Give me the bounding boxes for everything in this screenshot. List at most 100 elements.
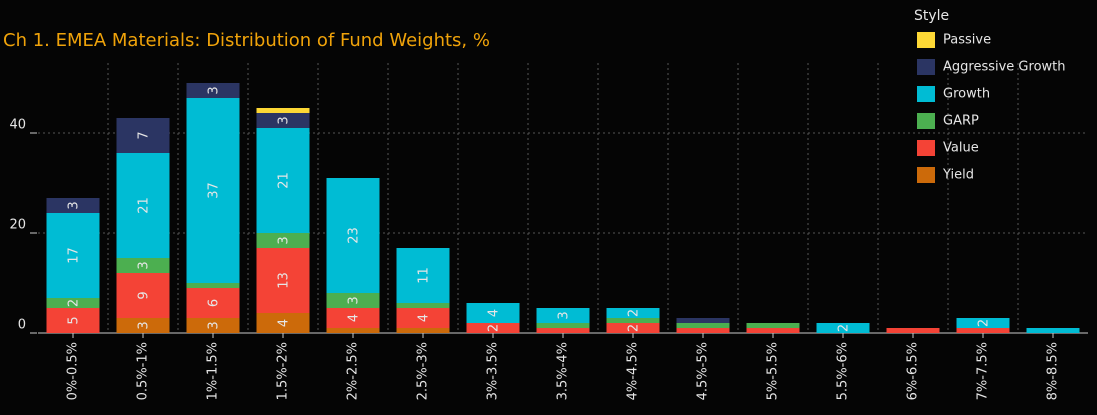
data-label: 23	[347, 227, 362, 244]
bar-segment	[326, 293, 380, 308]
bar-segment	[46, 298, 100, 308]
chart-title: Ch 1. EMEA Materials: Distribution of Fu…	[3, 30, 490, 51]
data-label: 17	[67, 247, 82, 264]
data-label: 5	[67, 316, 82, 324]
data-label: 3	[207, 86, 222, 94]
bar-segment	[186, 283, 240, 288]
data-label: 21	[137, 197, 152, 214]
data-label: 2	[837, 324, 852, 332]
bar-segment	[816, 323, 870, 333]
bar-segment	[466, 303, 520, 323]
data-label: 21	[277, 172, 292, 189]
data-label: 3	[207, 321, 222, 329]
data-label: 7	[137, 131, 152, 139]
legend-swatch	[917, 59, 935, 75]
bar-segment	[116, 258, 170, 273]
bar-segment	[256, 128, 310, 233]
legend-label: GARP	[943, 114, 979, 129]
bar-segment	[606, 308, 660, 318]
bar-segment	[186, 98, 240, 283]
bar-segment	[746, 328, 800, 333]
legend-label: Aggressive Growth	[943, 60, 1066, 75]
data-label: 2	[627, 324, 642, 332]
bar-segment	[256, 113, 310, 128]
data-label: 4	[487, 309, 502, 317]
bar-segment	[466, 323, 520, 333]
bar-segment	[396, 328, 450, 333]
bar-segment	[396, 303, 450, 308]
bar-segment	[956, 328, 1010, 333]
data-label: 3	[557, 311, 572, 319]
bar-segment	[256, 233, 310, 248]
data-label: 6	[207, 299, 222, 307]
data-label: 3	[137, 321, 152, 329]
bar-segment	[676, 323, 730, 328]
bar-segment	[676, 318, 730, 323]
x-tick-label: 3%-3.5%	[486, 342, 501, 400]
bar-segment	[606, 318, 660, 323]
data-label: 3	[277, 116, 292, 124]
legend-swatch	[917, 167, 935, 183]
x-tick-label: 7%-7.5%	[976, 342, 991, 400]
bar-segment	[186, 83, 240, 98]
bar-segment	[956, 318, 1010, 328]
legend-swatch	[917, 32, 935, 48]
data-label: 37	[207, 182, 222, 199]
legend-label: Value	[943, 141, 979, 156]
bar-segment	[606, 323, 660, 333]
x-tick-label: 0%-0.5%	[66, 342, 81, 400]
x-tick-label: 6%-6.5%	[906, 342, 921, 400]
legend-label: Passive	[943, 33, 991, 48]
bar-segment	[326, 178, 380, 293]
legend-title: Style	[914, 8, 949, 24]
x-tick-label: 4%-4.5%	[626, 342, 641, 400]
y-tick-label: 40	[9, 118, 26, 133]
x-tick-label: 2.5%-3%	[416, 342, 431, 400]
bar-segment	[746, 323, 800, 328]
bar-segment	[536, 323, 590, 328]
x-tick-label: 0.5%-1%	[136, 342, 151, 400]
bar-segment	[256, 248, 310, 313]
bar-segment	[46, 198, 100, 213]
bar-segment	[116, 273, 170, 318]
bar-segment	[396, 248, 450, 303]
bar-segment	[116, 153, 170, 258]
data-label: 3	[67, 201, 82, 209]
x-tick-label: 1%-1.5%	[206, 342, 221, 400]
bar-segment	[256, 108, 310, 113]
data-label: 2	[487, 324, 502, 332]
data-label: 3	[347, 296, 362, 304]
bar-segment	[326, 308, 380, 328]
data-label: 11	[417, 267, 432, 284]
data-label: 2	[977, 319, 992, 327]
data-label: 3	[277, 236, 292, 244]
bar-segment	[396, 308, 450, 328]
x-tick-label: 1.5%-2%	[276, 342, 291, 400]
bar-segment	[186, 318, 240, 333]
x-tick-label: 4.5%-5%	[696, 342, 711, 400]
y-tick-label: 20	[9, 218, 26, 233]
x-tick-label: 8%-8.5%	[1046, 342, 1061, 400]
bar-segment	[886, 328, 940, 333]
x-tick-label: 3.5%-4%	[556, 342, 571, 400]
bar-segment	[536, 328, 590, 333]
bar-segment	[46, 308, 100, 333]
legend-label: Yield	[942, 168, 974, 183]
legend-swatch	[917, 140, 935, 156]
bar-segment	[46, 213, 100, 298]
data-label: 4	[417, 314, 432, 322]
bar-segment	[326, 328, 380, 333]
bar-segment	[116, 118, 170, 153]
x-tick-label: 5%-5.5%	[766, 342, 781, 400]
data-label: 2	[67, 299, 82, 307]
data-label: 13	[277, 272, 292, 289]
data-label: 9	[137, 291, 152, 299]
legend-label: Growth	[943, 87, 990, 102]
bar-segment	[116, 318, 170, 333]
bar-segment	[186, 288, 240, 318]
x-tick-label: 2%-2.5%	[346, 342, 361, 400]
y-tick-label: 0	[18, 318, 26, 333]
legend-swatch	[917, 86, 935, 102]
bar-segment	[256, 313, 310, 333]
